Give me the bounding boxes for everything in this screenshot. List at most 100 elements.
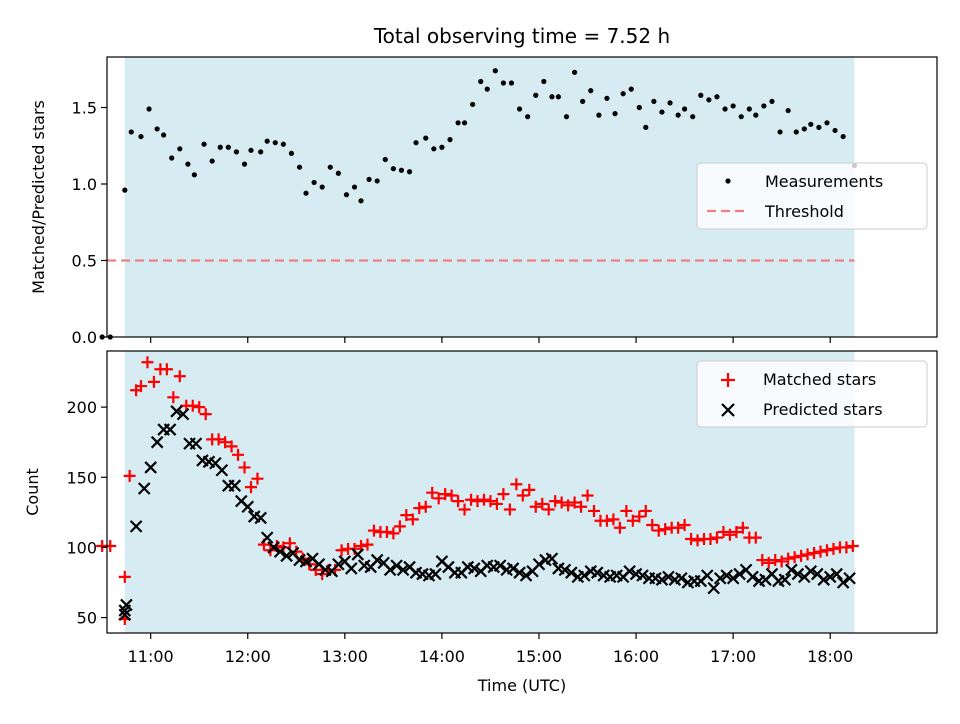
measurement-point [161,132,167,138]
matched-star-point [510,478,523,491]
matched-star-point [380,525,393,538]
measurement-point [777,129,783,135]
predicted-star-point [836,576,850,589]
matched-star-point [167,391,180,404]
predicted-stars-points [118,405,856,622]
measurement-point [128,129,134,135]
matched-star-point [199,408,212,421]
measurement-point [604,95,610,101]
measurement-point [288,150,295,156]
predicted-star-point [280,549,293,563]
predicted-star-point [700,569,714,582]
measurement-point [746,106,752,112]
predicted-star-point [351,548,365,561]
matched-star-point [730,525,743,538]
predicted-star-point [370,553,384,567]
measurement-point [620,91,626,97]
matched-star-point [490,497,503,510]
matched-star-point [607,513,620,526]
matched-star-point [477,493,490,506]
matched-star-point [104,540,117,553]
matched-star-point [801,548,814,561]
predicted-star-point [830,567,843,581]
measurement-point [191,172,197,178]
top-y-tick-label: 1.0 [72,175,97,194]
measurement-point [675,112,681,118]
bottom-y-axis-label: Count [23,468,42,516]
measurement-point [146,106,152,112]
measurement-point [667,100,673,106]
matched-star-point [193,401,206,414]
measurement-point [801,126,807,132]
measurement-point [808,121,814,127]
measurement-point [374,178,380,184]
measurement-point [533,92,539,98]
measurement-point [280,141,286,147]
matched-star-point [542,503,555,516]
measurement-point [351,184,358,190]
predicted-star-point [636,569,649,582]
measurement-point [651,98,657,104]
legend-measurements-marker [725,178,731,184]
matched-star-point [782,552,795,565]
predicted-star-point [390,559,403,572]
predicted-star-point [260,531,274,544]
measurement-point [439,144,445,150]
predicted-star-point [662,570,675,584]
measurement-point [730,103,736,109]
measurement-point [177,146,183,152]
bottom-y-tick-label: 100 [66,538,97,557]
matched-star-point [814,545,827,558]
matched-star-point [244,481,257,494]
matched-star-point [555,496,568,509]
measurement-point [761,103,767,109]
measurement-point [258,149,264,155]
matched-star-point [762,556,775,569]
matched-star-point [633,510,646,523]
measurement-point [455,120,461,126]
matched-star-point [549,495,562,508]
matched-star-point [620,504,633,517]
measurement-point [690,114,696,120]
matched-star-point [387,527,400,540]
predicted-star-point [493,559,507,572]
measurement-point [154,126,160,132]
matched-star-point [367,524,380,537]
matched-star-point [212,433,225,446]
predicted-star-point [396,563,410,577]
matched-star-point [756,554,769,567]
predicted-star-point [655,573,669,586]
matched-star-point [775,555,788,568]
measurement-point [272,140,278,146]
x-tick-label: 12:00 [225,647,271,666]
matched-star-point [497,488,510,501]
matched-star-point [432,492,445,505]
measurement-point [628,86,634,92]
measurement-point [201,141,207,147]
predicted-star-point [545,552,559,565]
predicted-star-point [383,563,397,577]
matched-star-point [600,514,613,527]
predicted-star-point [163,423,177,436]
measurement-point [248,147,254,153]
predicted-star-point [228,479,242,492]
measurement-point [588,88,594,94]
legend-matched-label: Matched stars [763,370,876,389]
matched-star-point [503,503,516,516]
measurement-point [335,170,341,176]
measurement-points [99,68,858,340]
measurement-point [311,179,317,186]
measurement-point [398,167,405,173]
matched-star-point [118,570,131,583]
x-tick-label: 15:00 [516,647,562,666]
matched-star-point [471,495,484,508]
predicted-star-point [506,562,520,575]
x-axis-label: Time (UTC) [477,676,566,695]
matched-star-point [529,500,542,513]
measurement-point [423,135,429,141]
measurement-point [612,111,618,117]
legend-predicted-marker [721,403,735,417]
matched-star-point [736,521,749,534]
matched-star-point [808,547,821,560]
